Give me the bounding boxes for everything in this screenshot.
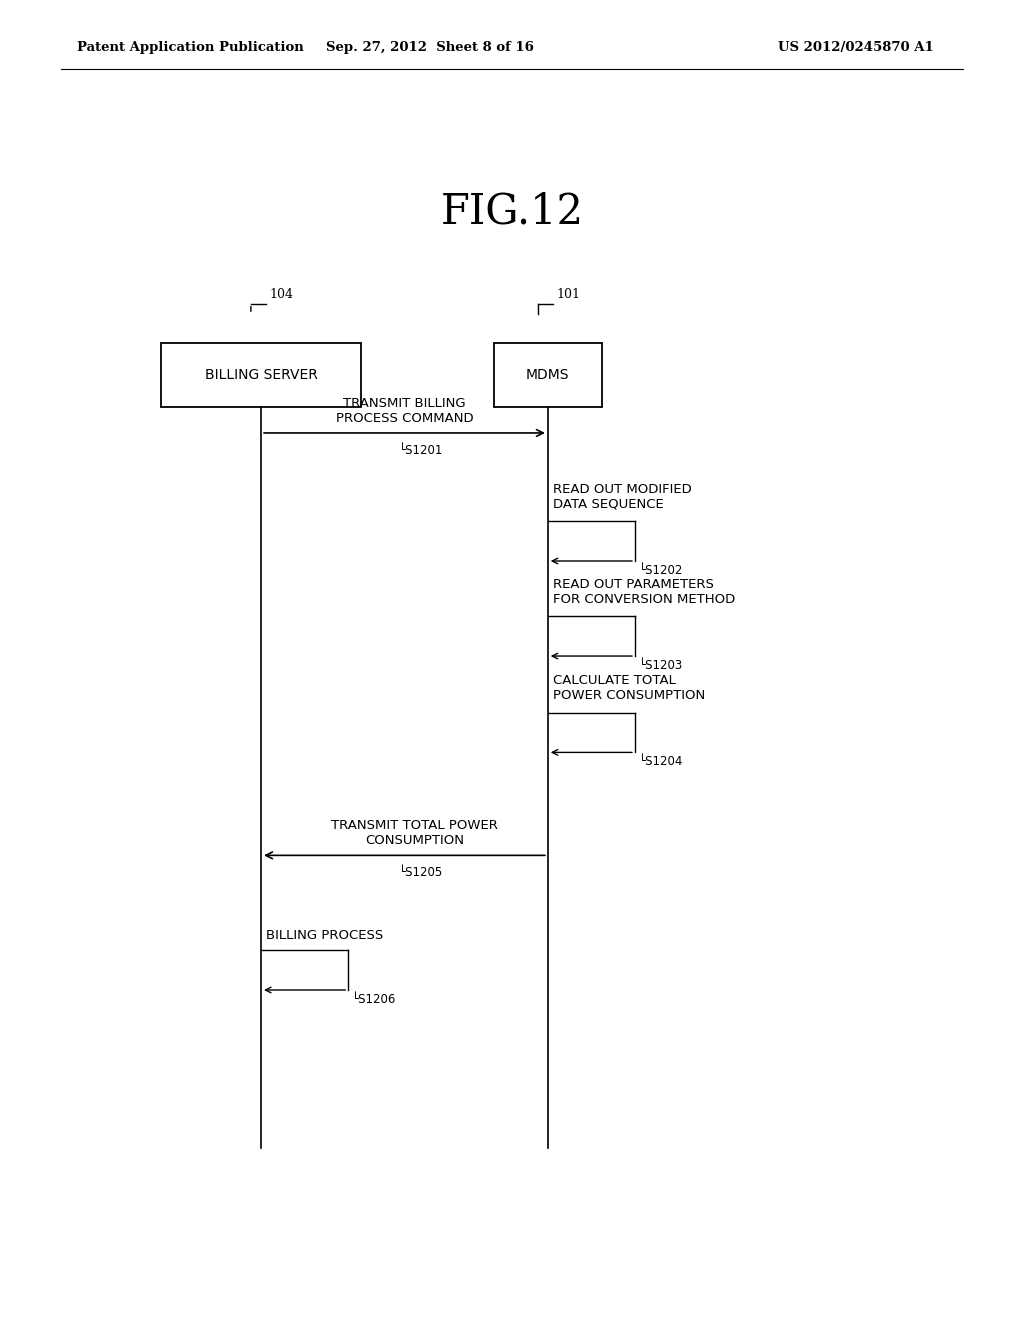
Text: └S1204: └S1204: [639, 755, 683, 768]
Text: TRANSMIT BILLING
PROCESS COMMAND: TRANSMIT BILLING PROCESS COMMAND: [336, 397, 473, 425]
Text: Sep. 27, 2012  Sheet 8 of 16: Sep. 27, 2012 Sheet 8 of 16: [326, 41, 535, 54]
Text: └S1201: └S1201: [399, 444, 443, 457]
Text: MDMS: MDMS: [526, 368, 569, 381]
Bar: [162, 343, 361, 407]
Text: └S1206: └S1206: [352, 993, 396, 1006]
Text: CALCULATE TOTAL
POWER CONSUMPTION: CALCULATE TOTAL POWER CONSUMPTION: [553, 675, 706, 702]
Text: └S1203: └S1203: [639, 659, 683, 672]
Text: Patent Application Publication: Patent Application Publication: [77, 41, 303, 54]
Bar: [495, 343, 602, 407]
Text: READ OUT PARAMETERS
FOR CONVERSION METHOD: READ OUT PARAMETERS FOR CONVERSION METHO…: [553, 578, 735, 606]
Text: BILLING SERVER: BILLING SERVER: [205, 368, 317, 381]
Text: BILLING PROCESS: BILLING PROCESS: [266, 929, 384, 942]
Text: FIG.12: FIG.12: [440, 190, 584, 232]
Text: READ OUT MODIFIED
DATA SEQUENCE: READ OUT MODIFIED DATA SEQUENCE: [553, 483, 691, 511]
Text: US 2012/0245870 A1: US 2012/0245870 A1: [778, 41, 934, 54]
Text: TRANSMIT TOTAL POWER
CONSUMPTION: TRANSMIT TOTAL POWER CONSUMPTION: [332, 820, 498, 847]
Text: └S1202: └S1202: [639, 564, 683, 577]
Text: 104: 104: [269, 288, 293, 301]
Text: 101: 101: [556, 288, 580, 301]
Text: └S1205: └S1205: [399, 866, 443, 879]
